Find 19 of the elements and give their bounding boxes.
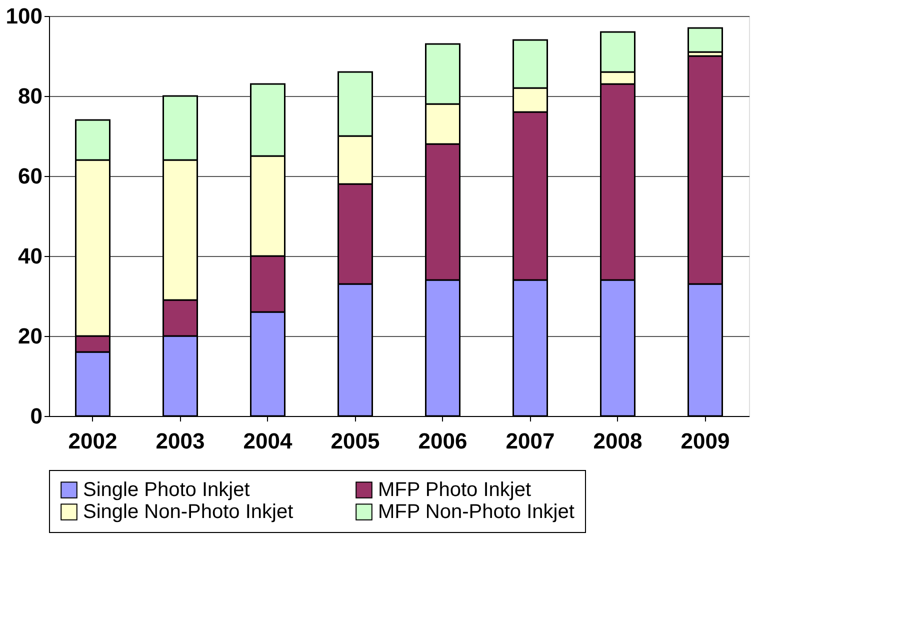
x-tick-label: 2008 xyxy=(593,428,642,454)
x-tick-label: 2004 xyxy=(243,428,293,454)
y-tick-label: 100 xyxy=(6,4,42,28)
x-tick-label: 2005 xyxy=(330,428,380,454)
y-tick-label: 60 xyxy=(18,164,42,188)
bar xyxy=(688,27,723,53)
legend-label: MFP Non-Photo Inkjet xyxy=(378,501,575,523)
y-tick-label: 0 xyxy=(30,404,42,428)
x-tick-label: 2009 xyxy=(680,428,730,454)
y-tick-label: 40 xyxy=(18,244,42,268)
x-tick-label: 2003 xyxy=(156,428,205,454)
y-tick-label: 20 xyxy=(18,324,42,348)
legend-label: MFP Photo Inkjet xyxy=(378,479,532,501)
legend-label: Single Non-Photo Inkjet xyxy=(83,501,294,523)
legend-label: Single Photo Inkjet xyxy=(83,479,250,501)
x-tick-label: 2006 xyxy=(418,428,468,454)
x-tick-label: 2002 xyxy=(68,428,118,454)
y-tick-label: 80 xyxy=(18,84,42,108)
x-tick-label: 2007 xyxy=(506,428,555,454)
